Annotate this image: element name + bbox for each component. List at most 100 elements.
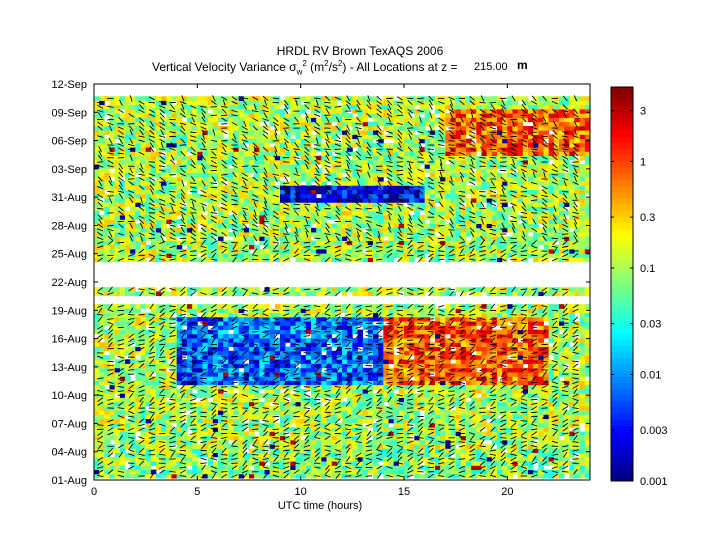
heatmap-cell bbox=[156, 414, 162, 420]
heatmap-cell bbox=[331, 393, 338, 398]
heatmap-cell bbox=[507, 287, 513, 292]
heatmap-cell bbox=[212, 215, 219, 220]
heatmap-cell bbox=[295, 397, 302, 403]
heatmap-cell bbox=[316, 444, 322, 449]
heatmap-cell bbox=[176, 414, 183, 420]
heatmap-cell bbox=[476, 389, 482, 394]
heatmap-cell bbox=[440, 414, 446, 420]
heatmap-cell bbox=[119, 312, 126, 318]
heatmap-cell bbox=[316, 210, 322, 216]
heatmap-cell bbox=[466, 253, 472, 258]
heatmap-cell bbox=[404, 418, 410, 424]
heatmap-cell bbox=[409, 469, 415, 475]
heatmap-cell bbox=[321, 329, 327, 335]
heatmap-cell bbox=[119, 452, 126, 458]
heatmap-cell bbox=[476, 452, 482, 458]
heatmap-cell bbox=[533, 431, 539, 437]
heatmap-cell bbox=[564, 422, 570, 428]
heatmap-cell bbox=[579, 321, 586, 326]
heatmap-cell bbox=[207, 473, 214, 479]
heatmap-cell bbox=[517, 461, 524, 466]
heatmap-cell bbox=[502, 236, 508, 241]
heatmap-cell bbox=[280, 291, 286, 297]
heatmap-cell bbox=[517, 333, 524, 339]
heatmap-cell bbox=[435, 380, 441, 386]
heatmap-cell bbox=[249, 308, 255, 314]
heatmap-cell bbox=[181, 249, 188, 254]
heatmap-cell bbox=[440, 219, 446, 224]
heatmap-cell bbox=[104, 372, 110, 377]
heatmap-cell bbox=[373, 461, 379, 466]
heatmap-cell bbox=[336, 452, 343, 458]
heatmap-cell bbox=[305, 227, 312, 233]
heatmap-cell bbox=[156, 384, 162, 390]
heatmap-cell bbox=[481, 355, 488, 360]
heatmap-cell bbox=[388, 325, 395, 331]
heatmap-cell bbox=[460, 291, 467, 297]
heatmap-cell bbox=[94, 448, 100, 454]
heatmap-cell bbox=[119, 253, 126, 258]
heatmap-cell bbox=[243, 325, 250, 331]
heatmap-cell bbox=[424, 210, 431, 216]
heatmap-cell bbox=[285, 422, 291, 428]
heatmap-cell bbox=[367, 397, 374, 403]
heatmap-cell bbox=[197, 405, 203, 411]
heatmap-cell bbox=[140, 244, 147, 250]
heatmap-cell bbox=[119, 329, 126, 335]
heatmap-cell bbox=[192, 384, 198, 390]
heatmap-cell bbox=[476, 227, 482, 233]
heatmap-cell bbox=[378, 435, 384, 441]
heatmap-cell bbox=[305, 363, 312, 369]
heatmap-cell bbox=[569, 410, 575, 415]
heatmap-cell bbox=[367, 350, 374, 356]
heatmap-cell bbox=[548, 227, 555, 233]
heatmap-cell bbox=[109, 410, 116, 415]
heatmap-cell bbox=[300, 346, 307, 352]
heatmap-cell bbox=[471, 397, 477, 403]
heatmap-cell bbox=[584, 372, 591, 377]
heatmap-cell bbox=[269, 363, 276, 369]
heatmap-cell bbox=[331, 342, 338, 347]
heatmap-cell bbox=[94, 312, 100, 318]
heatmap-cell bbox=[125, 384, 131, 390]
heatmap-cell bbox=[207, 461, 214, 466]
heatmap-cell bbox=[424, 236, 431, 241]
heatmap-cell bbox=[269, 219, 276, 224]
heatmap-cell bbox=[553, 232, 560, 237]
heatmap-cell bbox=[445, 380, 451, 386]
heatmap-cell bbox=[517, 372, 524, 377]
heatmap-cell bbox=[424, 444, 431, 449]
heatmap-cell bbox=[135, 363, 141, 369]
heatmap-cell bbox=[564, 439, 570, 445]
heatmap-cell bbox=[218, 393, 224, 398]
heatmap-cell bbox=[424, 359, 431, 364]
heatmap-cell bbox=[316, 367, 322, 373]
heatmap-cell bbox=[497, 372, 503, 377]
heatmap-cell bbox=[528, 333, 534, 339]
heatmap-cell bbox=[311, 346, 317, 352]
heatmap-cell bbox=[290, 456, 296, 462]
heatmap-cell bbox=[119, 363, 126, 369]
heatmap-cell bbox=[290, 410, 296, 415]
heatmap-cell bbox=[161, 308, 167, 314]
heatmap-cell bbox=[445, 312, 451, 318]
heatmap-cell bbox=[522, 439, 529, 445]
heatmap-cell bbox=[326, 338, 333, 343]
heatmap-cell bbox=[502, 308, 508, 314]
heatmap-cell bbox=[274, 397, 281, 403]
heatmap-cell bbox=[507, 456, 513, 462]
heatmap-cell bbox=[404, 236, 410, 241]
heatmap-cell bbox=[419, 380, 426, 386]
heatmap-cell bbox=[522, 342, 529, 347]
heatmap-cell bbox=[212, 465, 219, 471]
heatmap-cell bbox=[388, 329, 395, 335]
heatmap-cell bbox=[166, 444, 172, 449]
heatmap-cell bbox=[274, 456, 281, 462]
heatmap-cell bbox=[156, 355, 162, 360]
heatmap-cell bbox=[197, 316, 203, 322]
heatmap-cell bbox=[207, 333, 214, 339]
heatmap-cell bbox=[99, 329, 105, 335]
heatmap-cell bbox=[404, 291, 410, 297]
heatmap-cell bbox=[507, 223, 513, 229]
heatmap-cell bbox=[579, 304, 586, 309]
